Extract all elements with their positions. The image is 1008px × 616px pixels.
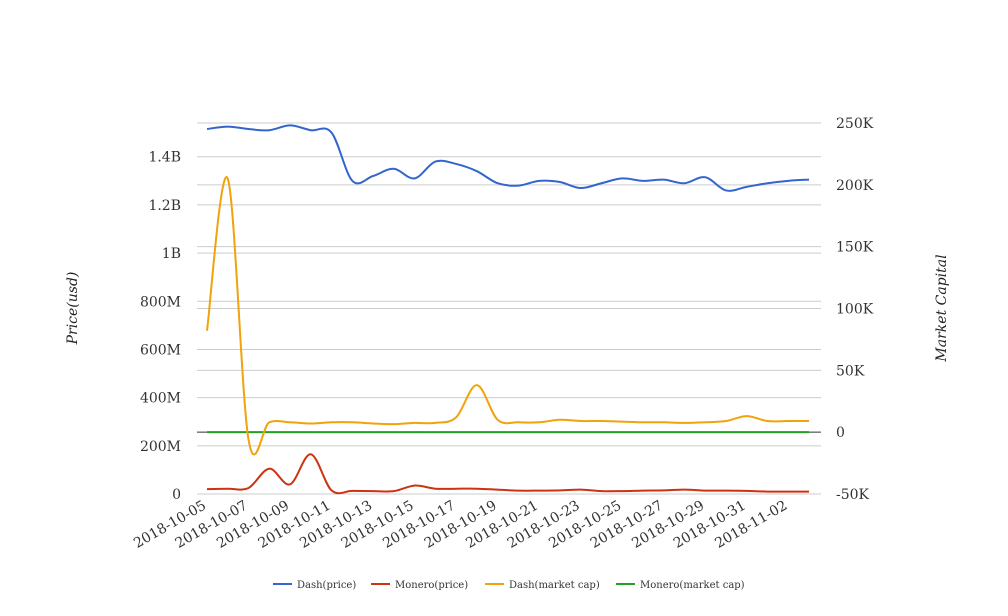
x-axis-ticks: 2018-10-052018-10-072018-10-092018-10-11…	[131, 498, 790, 552]
right-tick-label: 50K	[836, 363, 865, 379]
legend-label-dash-market-cap: Dash(market cap)	[509, 580, 600, 591]
legend-label-monero-price: Monero(price)	[395, 580, 468, 591]
left-tick-label: 0	[172, 487, 181, 503]
right-tick-label: 250K	[836, 116, 874, 132]
right-axis-title: Market Capital	[934, 254, 950, 362]
right-tick-label: 150K	[836, 240, 874, 256]
left-tick-label: 1.4B	[148, 150, 181, 166]
series-lines	[206, 124, 810, 495]
left-tick-label: 1B	[162, 246, 181, 262]
left-axis-title: Price(usd)	[65, 272, 81, 346]
left-tick-label: 1.2B	[148, 198, 181, 214]
left-tick-label: 600M	[140, 342, 181, 358]
left-axis-ticks: 0 200M 400M 600M 800M 1B 1.2B 1.4B	[140, 150, 181, 503]
grid-lines	[197, 122, 821, 495]
series-line-monero-price	[206, 453, 809, 495]
legend-label-dash-price: Dash(price)	[297, 580, 356, 591]
right-tick-label: 100K	[836, 302, 874, 318]
right-tick-label: 0	[836, 425, 845, 441]
left-tick-label: 800M	[140, 294, 181, 310]
right-tick-label: 200K	[836, 178, 874, 194]
left-tick-label: 400M	[140, 391, 181, 407]
legend-label-monero-market-cap: Monero(market cap)	[640, 580, 745, 591]
left-tick-label: 200M	[140, 439, 181, 455]
right-tick-label: -50K	[836, 487, 870, 503]
legend: Dash(price) Monero(price) Dash(market cap)…	[273, 580, 745, 591]
right-axis-ticks: -50K 0 50K 100K 150K 200K 250K	[836, 116, 874, 503]
series-line-dash-price	[206, 124, 810, 192]
series-line-dash-market-cap	[206, 176, 809, 456]
